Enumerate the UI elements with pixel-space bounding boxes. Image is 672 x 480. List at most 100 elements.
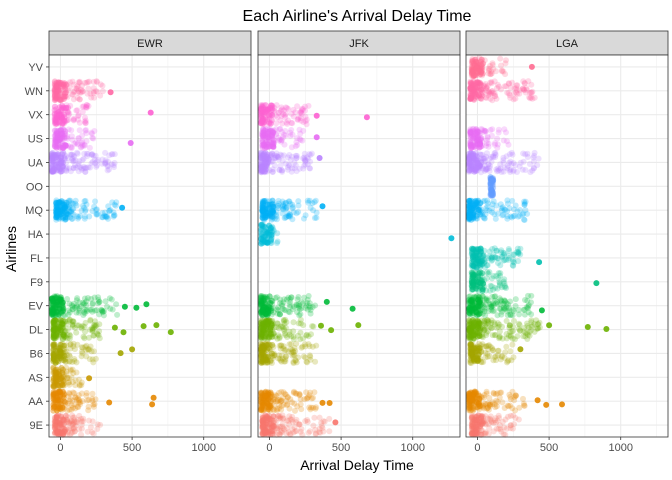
data-point [78, 382, 85, 389]
data-point [326, 428, 333, 435]
data-point [291, 345, 298, 351]
data-point [299, 343, 306, 350]
data-point [491, 401, 498, 408]
data-point [472, 198, 479, 205]
data-point [300, 353, 307, 360]
data-point [516, 163, 523, 170]
data-point [492, 293, 499, 300]
data-point [90, 78, 97, 85]
data-point [312, 431, 319, 438]
data-point [73, 396, 80, 403]
data-point [80, 418, 87, 425]
data-point [60, 317, 66, 324]
data-point [278, 167, 285, 174]
data-point [280, 200, 287, 207]
data-point [113, 199, 120, 206]
data-point [529, 167, 536, 174]
data-point [52, 418, 59, 425]
data-point [73, 369, 80, 376]
data-point [274, 240, 280, 246]
facet-strip-label: EWR [137, 38, 163, 50]
data-point [316, 425, 323, 432]
data-point [66, 381, 73, 388]
outlier-point [546, 322, 553, 329]
data-point [269, 150, 276, 157]
data-point [516, 404, 523, 411]
data-point [531, 149, 538, 156]
data-point [286, 331, 293, 338]
data-point [258, 240, 265, 247]
data-point [80, 301, 87, 308]
data-point [76, 376, 82, 383]
data-point [501, 298, 508, 305]
data-point [298, 107, 305, 114]
data-point [304, 417, 311, 423]
data-point [66, 331, 73, 338]
data-point [326, 415, 333, 422]
data-point [65, 393, 72, 400]
data-point [504, 138, 510, 145]
data-point [512, 296, 519, 303]
data-point [76, 426, 83, 433]
data-point [67, 168, 74, 175]
data-point [68, 418, 75, 424]
data-point [484, 353, 491, 360]
data-point [78, 416, 85, 422]
data-point [267, 389, 274, 396]
data-point [510, 167, 517, 174]
data-point [303, 331, 310, 338]
data-point [292, 162, 299, 169]
outlier-point [323, 298, 330, 305]
data-point [510, 213, 517, 220]
data-point [75, 404, 82, 411]
data-point [272, 295, 279, 301]
data-point [299, 137, 306, 144]
data-point [267, 120, 274, 127]
data-point [54, 143, 61, 150]
outlier-point [147, 109, 154, 116]
data-point [74, 403, 81, 410]
data-point [490, 390, 497, 397]
data-point [268, 231, 275, 238]
series-9e [51, 412, 104, 438]
data-point [60, 392, 66, 399]
data-point [526, 161, 533, 167]
data-point [97, 421, 104, 428]
outlier-point [150, 394, 157, 401]
data-point [69, 379, 76, 386]
data-point [280, 389, 287, 396]
data-point [499, 212, 506, 219]
data-point [289, 426, 296, 433]
data-point [305, 394, 312, 401]
data-point [76, 78, 83, 85]
data-point [488, 418, 495, 425]
data-point [520, 158, 527, 165]
data-point [89, 390, 96, 397]
data-point [289, 131, 296, 138]
data-point [303, 299, 310, 306]
data-point [484, 405, 491, 412]
data-point [477, 143, 484, 150]
data-point [66, 420, 72, 427]
data-point [72, 394, 79, 401]
data-point [90, 430, 97, 437]
data-point [468, 206, 475, 213]
data-point [83, 390, 90, 396]
data-point [108, 151, 115, 158]
data-point [526, 332, 533, 339]
data-point [468, 81, 475, 88]
data-point [69, 397, 76, 404]
data-point [476, 298, 483, 305]
data-point [468, 277, 475, 284]
data-point [78, 86, 85, 93]
outlier-point [106, 399, 113, 406]
data-point [71, 401, 78, 408]
data-point [70, 420, 77, 427]
facet-strip-label: JFK [349, 38, 369, 50]
data-point [498, 311, 505, 318]
data-point [260, 356, 267, 363]
data-point [277, 423, 284, 430]
data-point [472, 355, 478, 362]
series-aa [50, 388, 157, 414]
